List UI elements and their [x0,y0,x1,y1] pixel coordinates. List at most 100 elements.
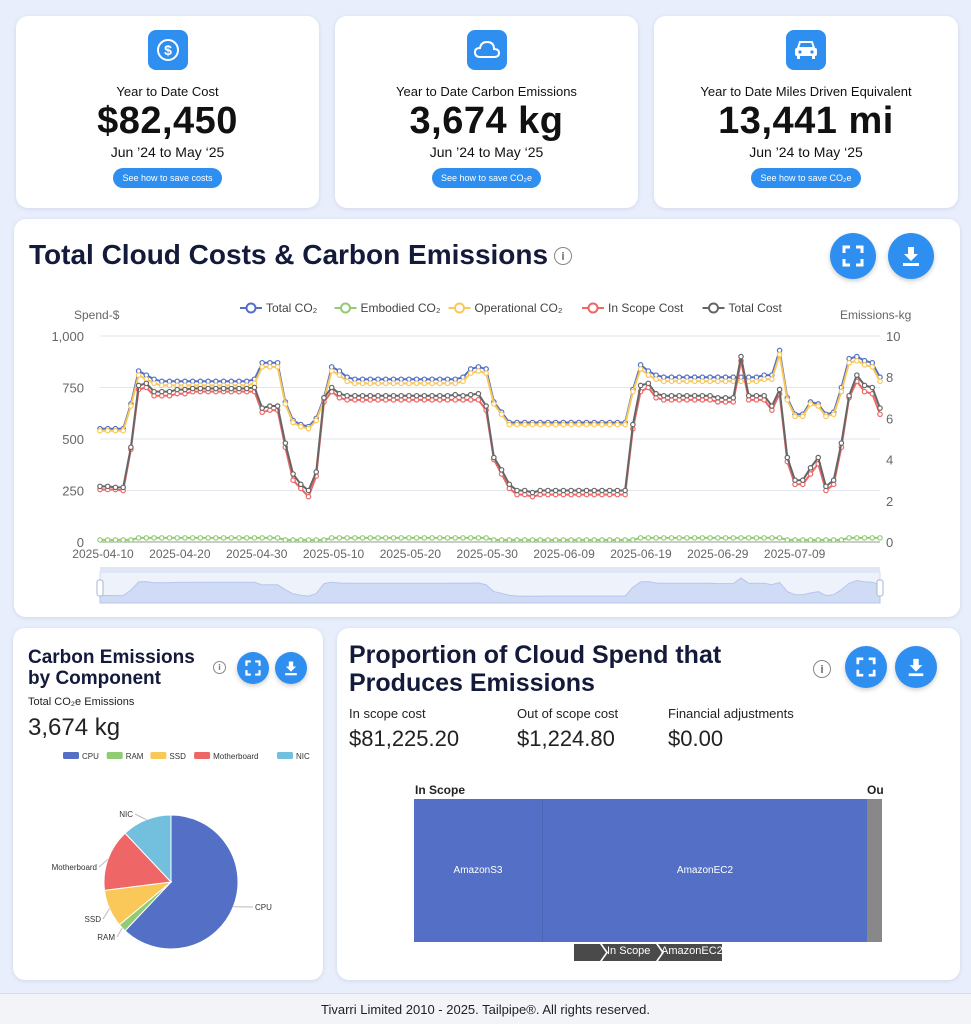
data-point [838,440,845,446]
data-point [861,362,868,368]
stat-value: $1,224.80 [517,726,615,751]
data-point [151,376,157,383]
kpi-range: Jun ’24 to May ‘25 [429,144,544,160]
pie-slice [124,814,172,884]
data-point [328,364,335,370]
pie-card-title-line2: by Component [28,668,161,689]
data-point [205,388,211,395]
fullscreen-button[interactable] [830,233,876,279]
save-co2e-button[interactable]: See how to save CO₂e [431,168,542,188]
data-point [614,491,621,498]
data-point [599,419,605,426]
data-point [715,395,721,401]
data-point [591,487,598,494]
pie-chart[interactable]: CPU RAM SSD Motherboard NIC CPU RAM SSD Motherbo… [13,628,323,980]
data-point [560,491,567,498]
data-point [158,392,165,399]
data-point [243,382,250,389]
data-point [197,388,204,395]
x-tick-label: 2025-04-10 [72,547,134,561]
data-point [498,411,505,418]
data-point [529,537,536,543]
data-point [730,535,737,541]
zoom-slider-bar [100,567,880,572]
data-point [738,535,744,541]
download-button[interactable] [275,652,307,684]
data-point [622,419,628,426]
data-point [120,484,126,491]
data-point [722,378,729,385]
data-point [452,391,459,398]
line-chart[interactable]: 0 250 500 750 1,000 0 2 4 6 8 10 Spend-$ Emissions-k… [14,219,960,617]
data-point [460,392,466,399]
data-point [143,372,150,378]
data-point [799,413,806,420]
data-point [668,378,675,385]
data-point [668,374,675,381]
data-point [166,392,173,399]
treemap-block-out-of-scope[interactable] [867,799,882,942]
data-point [637,535,644,541]
kpi-value: 3,674 kg [409,100,564,142]
info-icon[interactable]: i [554,247,572,265]
data-point [344,378,350,385]
fullscreen-button[interactable] [237,652,269,684]
info-icon[interactable]: i [213,661,226,674]
data-point [514,491,520,498]
data-point [676,374,683,381]
data-point [313,473,320,479]
breadcrumb-item[interactable]: AmazonEC2 [661,945,723,957]
data-point [521,421,528,428]
data-point [684,397,690,403]
data-point [452,535,459,541]
data-point [452,376,459,383]
data-point [738,353,744,360]
fullscreen-button[interactable] [845,646,887,688]
data-point [830,411,837,418]
data-point [645,384,652,391]
data-point [552,421,559,428]
download-button[interactable] [888,233,934,279]
data-point [174,382,181,389]
save-co2e-button[interactable]: See how to save CO₂e [751,168,861,188]
data-point [213,535,219,541]
data-point [792,411,798,418]
data-point [722,374,729,381]
data-point [660,378,667,385]
data-point [259,364,265,370]
data-point [267,535,273,541]
pie-legend-label: RAM [126,752,144,761]
data-point [382,380,389,387]
data-point [877,535,883,541]
data-point [151,535,157,541]
breadcrumb-item[interactable]: In Scope [607,945,651,957]
data-point [305,487,312,494]
treemap-block-amazonec2[interactable]: AmazonEC2 [543,799,867,942]
treemap-block-amazons3[interactable]: AmazonS3 [414,799,543,942]
data-point [228,535,235,541]
data-point [205,385,211,392]
download-button[interactable] [895,646,937,688]
data-point [197,382,204,389]
data-point [614,487,621,494]
data-point [128,446,134,453]
data-point [715,535,721,541]
data-point [506,481,513,488]
x-tick-label: 2025-07-09 [764,547,826,561]
data-point [529,489,536,496]
treemap-breadcrumb[interactable] [573,943,733,963]
stat-adjustments: Financial adjustments $0.00 [668,706,794,752]
data-point [483,370,489,376]
data-point [606,491,613,498]
data-point [745,374,752,381]
data-point [599,491,605,498]
data-point [730,378,737,385]
info-icon[interactable]: i [813,660,831,678]
save-costs-button[interactable]: See how to save costs [113,168,222,188]
data-point [630,425,636,432]
data-point [282,401,289,407]
data-point [205,535,211,541]
data-point [398,376,404,383]
data-point [645,380,652,387]
data-point [452,397,459,403]
